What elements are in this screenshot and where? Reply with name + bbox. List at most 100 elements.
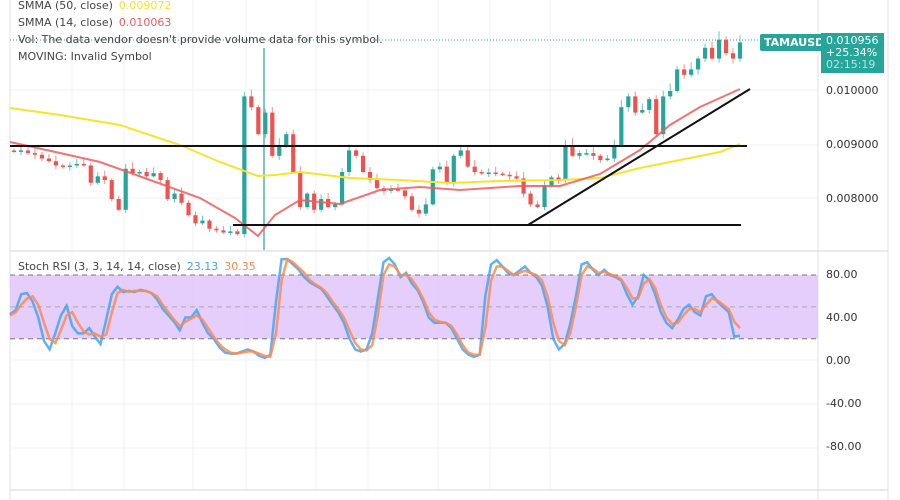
candle-down <box>88 165 93 183</box>
candle-down <box>402 190 408 197</box>
candle-down <box>514 176 519 179</box>
candle-down <box>709 47 715 59</box>
candle-down <box>158 173 163 181</box>
candle-up <box>67 165 72 168</box>
candle-up <box>277 145 282 156</box>
candle-down <box>81 163 86 166</box>
candle-up <box>689 69 694 75</box>
candle-down <box>409 196 414 210</box>
smma14-legend[interactable]: SMMA (14, close) 0.010063 <box>18 15 171 30</box>
smma14-value: 0.010063 <box>118 16 172 29</box>
candle-down <box>633 96 638 113</box>
candle-up <box>486 172 491 175</box>
candle-down <box>556 177 561 181</box>
candle-down <box>102 176 107 181</box>
candle-down <box>500 173 505 176</box>
candle-up <box>228 231 233 233</box>
volume-legend[interactable]: Vol: The data vendor doesn't provide vol… <box>18 32 383 47</box>
stoch-d-line <box>9 257 741 359</box>
price-tick-1: 0.009000 <box>826 138 879 151</box>
last-price-box: 0.010956 +25.34% 02:15:19 <box>821 33 884 73</box>
candle-down <box>11 150 17 153</box>
candle-up <box>430 169 435 205</box>
candle-down <box>221 230 226 233</box>
candle-down <box>130 168 135 174</box>
candle-down <box>507 174 512 177</box>
candle-down <box>730 53 736 59</box>
candle-down <box>444 166 449 183</box>
candle-down <box>249 96 254 108</box>
candle-down <box>479 172 484 174</box>
candle-down <box>235 231 240 235</box>
candle-down <box>179 193 184 203</box>
candle-up <box>619 107 624 145</box>
stoch-tick-1: 40.00 <box>826 311 858 324</box>
candle-up <box>640 109 645 113</box>
stoch-rsi-legend[interactable]: Stoch RSI (3, 3, 14, 14, close) 23.13 30.3… <box>18 259 256 274</box>
candle-up <box>647 99 652 110</box>
candle-up <box>668 91 673 97</box>
candle-up <box>542 185 547 208</box>
candle-down <box>32 153 38 155</box>
smma14-line <box>9 88 741 238</box>
candle-up <box>284 134 289 145</box>
candle-down <box>193 215 198 224</box>
candle-down <box>682 69 687 75</box>
candle-down <box>493 172 498 175</box>
candle-down <box>144 172 149 177</box>
candle-down <box>598 155 603 161</box>
candle-down <box>535 204 540 208</box>
stoch-tick-0: 80.00 <box>826 268 858 281</box>
candle-down <box>360 155 366 172</box>
candle-up <box>346 150 352 172</box>
candle-down <box>256 107 261 135</box>
smma50-legend[interactable]: SMMA (50, close) 0.009072 <box>18 0 171 13</box>
candle-down <box>367 172 373 181</box>
candle-up <box>95 176 100 183</box>
candle-up <box>696 58 701 70</box>
last-price: 0.010956 <box>826 34 879 47</box>
candle-up <box>612 145 617 159</box>
candle-down <box>165 180 170 199</box>
smma50-label: SMMA (50, close) <box>18 0 113 12</box>
symbol-tag: TAMAUSD <box>760 34 829 51</box>
candle-up <box>18 150 24 152</box>
change-percent: +25.34% <box>826 46 878 59</box>
candle-up <box>333 204 338 208</box>
moving-legend[interactable]: MOVING: Invalid Symbol <box>18 49 152 64</box>
candle-up <box>437 166 442 170</box>
smma50-value: 0.009072 <box>118 0 172 12</box>
candle-up <box>716 39 722 59</box>
candle-down <box>298 172 303 208</box>
candle-down <box>46 158 51 162</box>
candle-up <box>703 47 708 59</box>
candle-up <box>451 155 456 183</box>
volume-note: Vol: The data vendor doesn't provide vol… <box>18 33 383 46</box>
candle-up <box>340 172 345 205</box>
candle-up <box>584 153 589 155</box>
candle-down <box>528 193 533 205</box>
price-tick-0: 0.010000 <box>826 84 879 97</box>
candle-up <box>123 168 128 210</box>
candle-down <box>723 39 729 54</box>
stoch-tick-3: -40.00 <box>826 397 862 410</box>
candle-down <box>395 189 401 191</box>
candle-down <box>116 199 121 210</box>
stoch-d-value: 30.35 <box>224 260 256 273</box>
candle-up <box>151 173 156 177</box>
candle-down <box>291 134 296 172</box>
ascending-trendline <box>527 88 751 226</box>
candle-down <box>472 166 477 172</box>
candle-down <box>109 180 114 199</box>
candle-up <box>675 69 680 91</box>
price-tick-2: 0.008000 <box>826 192 879 205</box>
candle-down <box>214 228 219 231</box>
candle-up <box>423 204 428 214</box>
candle-up <box>242 96 247 235</box>
smma14-label: SMMA (14, close) <box>18 16 113 29</box>
candle-up <box>319 199 324 210</box>
candle-down <box>270 112 275 156</box>
candle-down <box>353 150 359 156</box>
